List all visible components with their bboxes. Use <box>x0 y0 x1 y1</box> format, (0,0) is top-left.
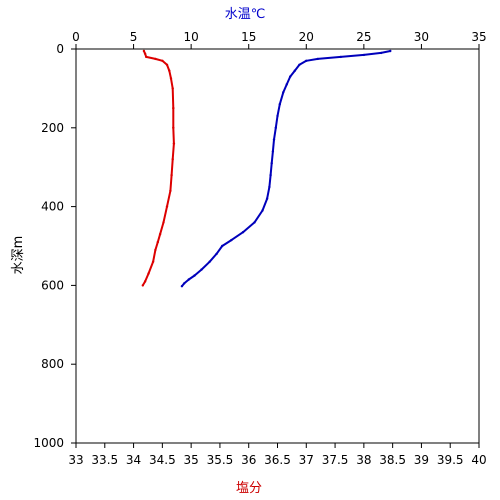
salinity-data-point <box>141 284 144 287</box>
top-axis-label: 水温℃ <box>225 7 266 22</box>
bottom-tick-label: 34 <box>126 453 141 467</box>
temperature-data-point <box>305 59 308 62</box>
temperature-data-point <box>230 238 233 242</box>
bottom-axis-ticks: 33 33.5 34 34.5 35 35.5 36 36.5 37 37.5 38 38.5 39 39… <box>68 443 487 467</box>
temperature-data-point <box>183 282 186 285</box>
temperature-data-point <box>265 197 269 200</box>
top-tick-label: 25 <box>356 30 371 44</box>
temperature-data-point <box>379 51 383 55</box>
salinity-data-point <box>156 240 159 244</box>
salinity-data-point <box>154 248 157 252</box>
temperature-data-point <box>268 185 271 189</box>
salinity-data-point <box>145 55 148 59</box>
top-tick-label: 20 <box>299 30 314 44</box>
bottom-tick-label: 34.5 <box>149 453 176 467</box>
salinity-data-point <box>143 280 147 283</box>
temperature-data-point <box>215 252 218 256</box>
bottom-tick-label: 35.5 <box>207 453 234 467</box>
bottom-tick-label: 35 <box>184 453 199 467</box>
y-tick-label: 0 <box>56 42 64 56</box>
salinity-data-point <box>147 272 150 275</box>
top-tick-label: 10 <box>184 30 199 44</box>
top-tick-label: 30 <box>414 30 429 44</box>
series-layer <box>141 49 392 288</box>
temperature-data-point <box>187 278 190 281</box>
top-tick-label: 35 <box>471 30 486 44</box>
temperature-data-point <box>193 274 196 277</box>
bottom-tick-label: 33 <box>68 453 83 467</box>
bottom-axis-label: 塩分 <box>236 481 262 496</box>
salinity-data-point <box>151 260 155 263</box>
salinity-data-point <box>171 158 174 161</box>
temperature-data-point <box>271 150 275 153</box>
plot-frame <box>75 48 480 444</box>
temperature-data-point <box>272 138 276 141</box>
temperature-data-point <box>362 53 366 57</box>
salinity-data-point <box>162 221 165 224</box>
salinity-data-point <box>143 52 147 55</box>
salinity-data-point <box>169 189 172 192</box>
salinity-data-point <box>171 87 174 90</box>
salinity-data-point <box>154 57 157 61</box>
temperature-data-point <box>241 231 245 234</box>
temperature-data-point <box>298 63 301 66</box>
temperature-data-point <box>278 103 281 106</box>
salinity-data-point <box>172 126 175 129</box>
temperature-data-point <box>269 173 272 177</box>
salinity-data-point <box>165 205 169 208</box>
temperature-data-point <box>389 49 392 53</box>
y-axis-ticks: 0 200 400 600 800 1000 <box>33 42 76 450</box>
y-tick-label: 1000 <box>33 436 64 450</box>
salinity-data-point <box>161 59 164 62</box>
y-tick-label: 400 <box>41 200 64 214</box>
temperature-data-point <box>200 268 203 271</box>
top-tick-label: 15 <box>241 30 256 44</box>
temperature-data-point <box>339 55 342 59</box>
y-axis-label: 水深m <box>11 236 26 275</box>
temperature-data-point <box>316 57 319 61</box>
temperature-data-point <box>208 260 211 263</box>
salinity-data-point <box>172 142 176 145</box>
temperature-data-point <box>289 75 292 78</box>
y-tick-label: 800 <box>41 357 64 371</box>
top-tick-label: 0 <box>72 30 80 44</box>
bottom-tick-label: 36.5 <box>264 453 291 467</box>
bottom-tick-label: 33.5 <box>91 453 118 467</box>
bottom-tick-label: 36 <box>241 453 256 467</box>
salinity-data-point <box>158 233 162 236</box>
temperature-data-point <box>261 209 264 212</box>
temperature-data-point <box>253 221 256 224</box>
salinity-data-point <box>142 49 146 53</box>
bottom-tick-label: 38 <box>356 453 371 467</box>
bottom-tick-label: 40 <box>471 453 486 467</box>
salinity-data-point <box>169 77 173 80</box>
bottom-tick-label: 39 <box>414 453 429 467</box>
temperature-data-point <box>285 83 288 86</box>
temperature-data-point <box>282 91 285 94</box>
salinity-data-point <box>165 63 169 66</box>
top-axis-ticks: 0 5 10 15 20 25 30 35 <box>72 30 487 49</box>
y-tick-label: 600 <box>41 278 64 292</box>
temperature-series-line <box>181 50 391 287</box>
salinity-data-point <box>170 173 173 177</box>
top-tick-label: 5 <box>130 30 138 44</box>
temperature-data-point <box>221 244 224 248</box>
salinity-data-point <box>172 106 175 110</box>
bottom-tick-label: 38.5 <box>379 453 406 467</box>
temperature-data-point <box>270 162 273 165</box>
bottom-tick-label: 37.5 <box>322 453 349 467</box>
temperature-data-point <box>276 114 279 118</box>
temperature-data-point <box>274 126 277 129</box>
bottom-tick-label: 39.5 <box>437 453 464 467</box>
bottom-tick-label: 37 <box>299 453 314 467</box>
temperature-data-point <box>293 69 296 72</box>
salinity-series-line <box>141 50 175 286</box>
salinity-data-point <box>168 69 171 72</box>
y-tick-label: 200 <box>41 121 64 135</box>
temperature-data-point <box>180 285 184 288</box>
